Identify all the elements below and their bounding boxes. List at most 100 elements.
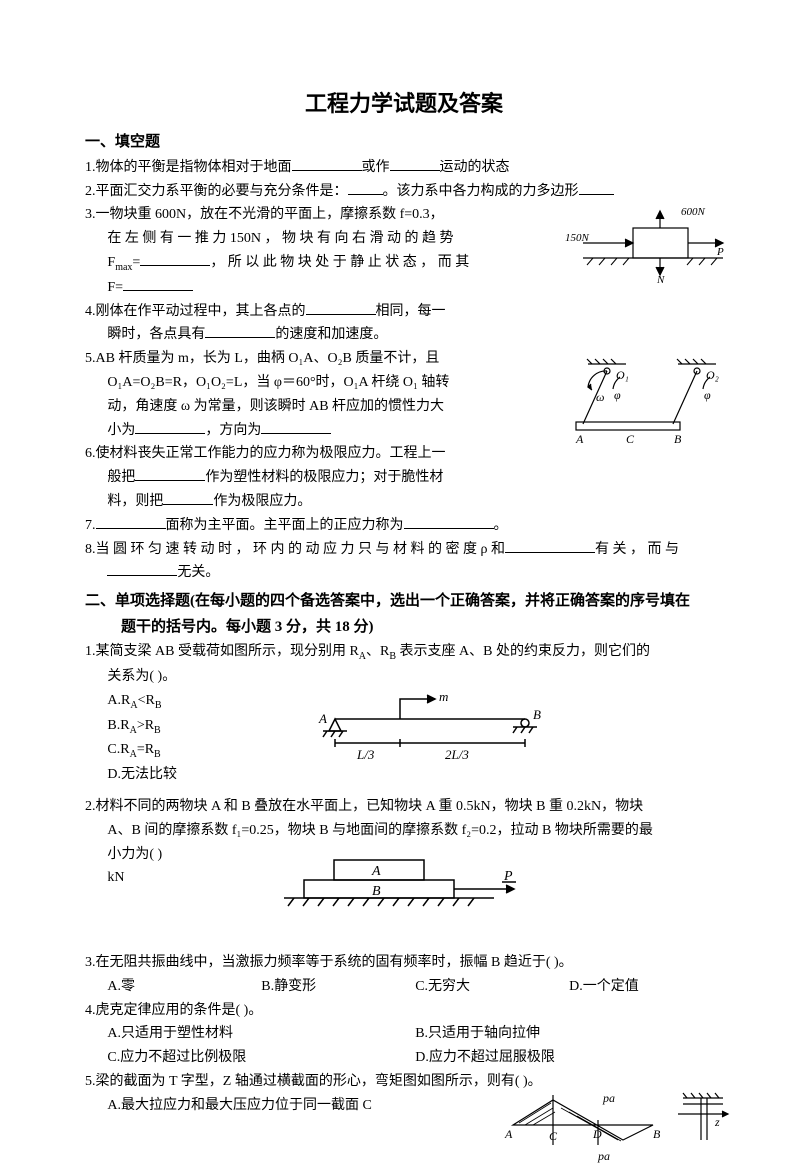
t: 1.某简支梁 AB 受载荷如图所示，现分别用 R	[85, 644, 359, 659]
q2-4: 4.虎克定律应用的条件是( )。	[85, 999, 723, 1023]
q2-5b: A.最大拉应力和最大压应力位于同一截面 C	[85, 1094, 543, 1118]
q2-4-opts1: A.只适用于塑性材料 B.只适用于轴向拉伸	[85, 1022, 723, 1046]
t: B	[154, 749, 161, 760]
t: 小为	[107, 423, 135, 438]
q1-5d: 小为 ，方向为	[85, 419, 543, 443]
t: <R	[138, 693, 155, 708]
t: 、R	[366, 644, 389, 659]
q1-4: 4.刚体在作平动过程中，其上各点的相同，每一	[85, 300, 723, 324]
lbl: L/3	[356, 747, 375, 762]
t: ，方向为	[205, 423, 261, 438]
optB: B.静变形	[261, 975, 415, 999]
blank	[261, 420, 331, 434]
lbl: A	[371, 864, 381, 879]
t: 。	[494, 518, 508, 533]
lbl: B	[372, 884, 381, 899]
blank	[505, 539, 595, 553]
t: A.R	[107, 693, 130, 708]
q2-4-opts2: C.应力不超过比例极限 D.应力不超过屈服极限	[85, 1046, 723, 1070]
lbl: B	[653, 1127, 661, 1141]
blank	[390, 157, 440, 171]
lbl: D	[592, 1127, 602, 1141]
t: =R	[137, 742, 154, 757]
q1-2: 2.平面汇交力系平衡的必要与充分条件是：。该力系中各力构成的力多边形	[85, 180, 723, 204]
t: 的速度和加速度。	[275, 327, 387, 342]
blank	[107, 562, 177, 576]
t: max	[115, 262, 132, 273]
fig-beam: m A B L/3 2L/3	[315, 689, 555, 769]
t: 7.	[85, 518, 96, 533]
t: 有 关 ， 而 与	[595, 542, 679, 557]
t: C.R	[107, 742, 129, 757]
blank	[123, 277, 193, 291]
fig-block-friction: 600N 150N N P	[563, 203, 733, 283]
lbl: A	[318, 711, 327, 726]
lbl: O₁	[616, 368, 629, 382]
q1-4b: 瞬时，各点具有的速度和加速度。	[85, 323, 723, 347]
blank	[140, 252, 210, 266]
q1-1c: 运动的状态	[440, 160, 510, 175]
lbl: 2L/3	[445, 747, 469, 762]
blank	[135, 420, 205, 434]
optD: D.应力不超过屈服极限	[415, 1046, 723, 1070]
optA: A.零	[107, 975, 261, 999]
q2-2b: A、B 间的摩擦系数 f₁=0.25，物块 B 与地面间的摩擦系数 f₂=0.2…	[85, 819, 723, 843]
blank	[348, 181, 383, 195]
blank	[292, 157, 362, 171]
section2-header2: 题干的括号内。每小题 3 分，共 18 分)	[85, 615, 723, 641]
lbl: φ	[614, 388, 621, 402]
t: >R	[137, 718, 154, 733]
blank	[163, 491, 213, 505]
q1-8: 8.当 圆 环 匀 速 转 动 时 ， 环 内 的 动 应 力 只 与 材 料 …	[85, 538, 723, 562]
q1-6b: 般把 作为塑性材料的极限应力；对于脆性材	[85, 466, 723, 490]
q2-1: 1.某简支梁 AB 受载荷如图所示，现分别用 RA、RB 表示支座 A、B 处的…	[85, 640, 723, 665]
q1-3c: Fmax=， 所 以 此 物 块 处 于 静 止 状 态 ， 而 其	[85, 251, 543, 276]
q2-5b-wrap: A.最大拉应力和最大压应力位于同一截面 C pa pa A C D	[85, 1094, 723, 1118]
blank	[205, 324, 275, 338]
q1-1a: 1.物体的平衡是指物体相对于地面	[85, 160, 292, 175]
q1-6c: 料，则把作为极限应力。	[85, 490, 723, 514]
q2-1b: 关系为( )。	[85, 665, 543, 689]
q2-3-opts: A.零 B.静变形 C.无穷大 D.一个定值	[85, 975, 723, 999]
t: A	[359, 651, 366, 662]
optB: B.只适用于轴向拉伸	[415, 1022, 723, 1046]
lbl: m	[439, 689, 448, 704]
q1-5a: 5.AB 杆质量为 m，长为 L，曲柄 O₁A、O₂B 质量不计，且	[85, 347, 543, 371]
fig-stacked-blocks: A B P	[85, 852, 723, 931]
blank	[135, 467, 205, 481]
lbl: B	[674, 432, 682, 446]
lbl: ω	[596, 390, 604, 404]
optD: D.一个定值	[569, 975, 723, 999]
t: 料，则把	[107, 494, 163, 509]
t: =	[132, 255, 140, 270]
t: 作为塑性材料的极限应力；对于脆性材	[205, 470, 443, 485]
optC: C.应力不超过比例极限	[107, 1046, 415, 1070]
q1-3b: 在 左 侧 有 一 推 力 150N ， 物 块 有 向 右 滑 动 的 趋 势	[85, 227, 543, 251]
lbl: A	[504, 1127, 513, 1141]
t: B.R	[107, 718, 129, 733]
t: F=	[107, 280, 123, 295]
blank	[404, 515, 494, 529]
fig-moment-T: pa pa A C D B z	[503, 1090, 733, 1165]
lbl: pa	[597, 1149, 610, 1163]
t: 相同，每一	[376, 304, 446, 319]
q1-2a: 2.平面汇交力系平衡的必要与充分条件是：	[85, 184, 348, 199]
lbl: P	[716, 246, 724, 258]
lbl: pa	[602, 1091, 615, 1105]
lbl: φ	[704, 388, 711, 402]
t: 般把	[107, 470, 135, 485]
t: 表示支座 A、B 处的约束反力，则它们的	[396, 644, 650, 659]
t: ， 所 以 此 物 块 处 于 静 止 状 态 ， 而 其	[210, 255, 469, 270]
q1-3a: 3.一物块重 600N，放在不光滑的平面上，摩擦系数 f=0.3，	[85, 203, 543, 227]
q1-5b: O₁A=O₂B=R，O₁O₂=L，当 φ＝60°时，O₁A 杆绕 O₁ 轴转	[85, 371, 543, 395]
q2-3: 3.在无阻共振曲线中，当激振力频率等于系统的固有频率时，振幅 B 趋近于( )。	[85, 951, 723, 975]
q1-3e: F=	[85, 276, 543, 300]
blank	[579, 181, 614, 195]
lbl: 150N	[565, 232, 590, 244]
t: 面称为主平面。主平面上的正应力称为	[166, 518, 404, 533]
fig-linkage: O₁ O₂ φ φ ω A C B	[558, 349, 733, 449]
lbl: 600N	[681, 206, 706, 218]
optA: A.只适用于塑性材料	[107, 1022, 415, 1046]
q1-5-wrap: 5.AB 杆质量为 m，长为 L，曲柄 O₁A、O₂B 质量不计，且 O₁A=O…	[85, 347, 723, 466]
lbl: A	[575, 432, 584, 446]
